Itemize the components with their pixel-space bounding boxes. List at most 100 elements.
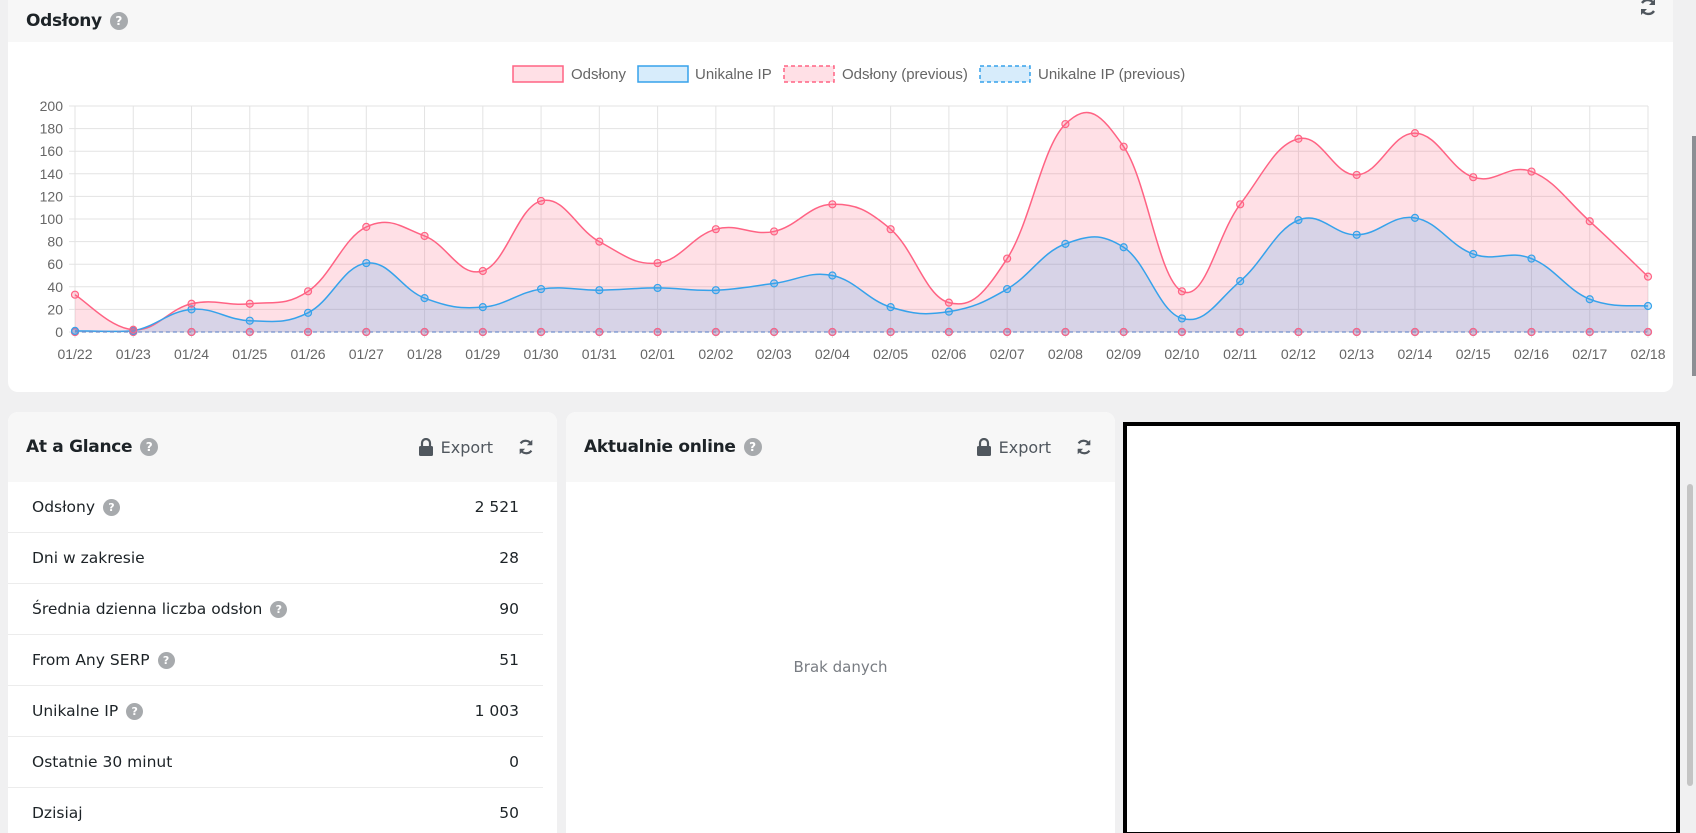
series-unique-ip-point[interactable]: [1527, 254, 1536, 263]
series-pageviews-point[interactable]: [1469, 173, 1478, 182]
series-pageviews-point[interactable]: [478, 266, 487, 276]
series-pageviews-point[interactable]: [770, 227, 779, 236]
legend-swatch[interactable]: [783, 65, 835, 83]
series-unique-ip-point[interactable]: [1410, 213, 1420, 222]
export-button[interactable]: Export: [418, 438, 493, 457]
series-unique-ip-point[interactable]: [1177, 314, 1187, 323]
series-unique-ip-point[interactable]: [362, 258, 371, 268]
glance-scrollbar[interactable]: [1687, 484, 1693, 786]
series-pageviews-point[interactable]: [129, 325, 138, 334]
help-icon[interactable]: ?: [140, 438, 159, 456]
series-unique-ip-point[interactable]: [770, 279, 779, 288]
series-unique-ip-point[interactable]: [1119, 243, 1128, 252]
series-pageviews-previous-point[interactable]: [770, 327, 779, 337]
series-unique-ip-point[interactable]: [1643, 301, 1653, 311]
series-pageviews-previous-point[interactable]: [303, 327, 313, 337]
export-button[interactable]: Export: [976, 438, 1051, 457]
series-pageviews-previous-point[interactable]: [1177, 327, 1187, 337]
series-unique-ip-point[interactable]: [1236, 277, 1245, 286]
series-pageviews-point[interactable]: [1294, 134, 1303, 143]
series-unique-ip-point[interactable]: [1061, 239, 1070, 248]
legend-label[interactable]: Odsłony (previous): [842, 66, 968, 83]
series-pageviews-previous-point[interactable]: [245, 327, 254, 337]
series-pageviews-point[interactable]: [711, 225, 720, 234]
legend-label[interactable]: Odsłony: [571, 66, 627, 83]
series-pageviews-previous-point[interactable]: [1585, 327, 1594, 337]
series-pageviews-previous-point[interactable]: [187, 327, 196, 337]
series-unique-ip-point[interactable]: [1469, 249, 1478, 259]
series-pageviews-point[interactable]: [362, 222, 371, 232]
series-pageviews-point[interactable]: [1119, 142, 1128, 151]
series-pageviews-point[interactable]: [536, 196, 546, 206]
series-pageviews-point[interactable]: [595, 237, 604, 246]
series-pageviews-point[interactable]: [420, 231, 429, 241]
series-unique-ip-point[interactable]: [420, 294, 429, 303]
page-scrollbar[interactable]: [1692, 136, 1696, 376]
series-pageviews-previous-point[interactable]: [1236, 327, 1245, 337]
series-pageviews-point[interactable]: [1061, 119, 1070, 129]
refresh-icon[interactable]: [1075, 438, 1093, 456]
refresh-icon[interactable]: [517, 438, 535, 456]
series-unique-ip-point[interactable]: [595, 286, 604, 295]
series-unique-ip-point[interactable]: [303, 308, 313, 317]
series-pageviews-point[interactable]: [1003, 254, 1012, 263]
series-pageviews-previous-point[interactable]: [886, 327, 895, 337]
series-pageviews-point[interactable]: [70, 290, 80, 299]
help-icon[interactable]: ?: [103, 498, 120, 516]
series-pageviews-point[interactable]: [1585, 217, 1594, 226]
series-pageviews-point[interactable]: [245, 299, 254, 308]
series-pageviews-previous-point[interactable]: [1352, 327, 1361, 337]
legend-swatch[interactable]: [979, 65, 1031, 83]
series-pageviews-previous-point[interactable]: [711, 327, 720, 337]
series-pageviews-previous-point[interactable]: [1119, 327, 1128, 337]
series-pageviews-point[interactable]: [1352, 170, 1361, 180]
series-pageviews-previous-point[interactable]: [944, 327, 953, 337]
series-pageviews-point[interactable]: [1643, 272, 1653, 281]
series-pageviews-previous-point[interactable]: [1294, 327, 1303, 337]
series-pageviews-previous-point[interactable]: [595, 327, 604, 337]
legend-label[interactable]: Unikalne IP (previous): [1038, 66, 1185, 83]
series-pageviews-point[interactable]: [653, 258, 662, 268]
series-unique-ip-point[interactable]: [536, 284, 546, 294]
legend-swatch[interactable]: [512, 65, 564, 83]
help-icon[interactable]: ?: [126, 702, 144, 720]
series-pageviews-previous-point[interactable]: [653, 327, 662, 337]
series-pageviews-point[interactable]: [886, 225, 895, 234]
series-pageviews-previous-point[interactable]: [1003, 327, 1012, 337]
series-pageviews-point[interactable]: [1177, 287, 1187, 296]
series-unique-ip-point[interactable]: [187, 305, 196, 314]
series-unique-ip-point[interactable]: [1003, 284, 1012, 294]
series-pageviews-previous-point[interactable]: [1469, 327, 1478, 337]
series-unique-ip-point[interactable]: [1585, 295, 1594, 304]
series-pageviews-point[interactable]: [1527, 167, 1536, 176]
help-icon[interactable]: ?: [743, 438, 762, 456]
series-pageviews-previous-point[interactable]: [828, 327, 837, 337]
series-pageviews-previous-point[interactable]: [536, 327, 546, 337]
series-unique-ip-point[interactable]: [1352, 230, 1361, 239]
help-icon[interactable]: ?: [157, 651, 175, 669]
series-pageviews-point[interactable]: [828, 200, 837, 209]
refresh-icon[interactable]: [1638, 0, 1658, 17]
series-unique-ip-point[interactable]: [886, 303, 895, 312]
series-unique-ip-point[interactable]: [944, 307, 953, 316]
series-pageviews-previous-point[interactable]: [1527, 327, 1536, 337]
series-unique-ip-point[interactable]: [245, 316, 254, 325]
series-unique-ip-point[interactable]: [70, 326, 80, 335]
series-pageviews-previous-point[interactable]: [1643, 327, 1653, 337]
series-pageviews-previous-point[interactable]: [362, 327, 371, 337]
series-pageviews-previous-point[interactable]: [420, 327, 429, 337]
series-pageviews-point[interactable]: [187, 299, 196, 308]
series-unique-ip-point[interactable]: [653, 283, 662, 293]
series-unique-ip-point[interactable]: [478, 303, 487, 312]
series-pageviews-previous-point[interactable]: [478, 327, 487, 337]
legend-label[interactable]: Unikalne IP: [695, 66, 772, 83]
help-icon[interactable]: ?: [270, 600, 288, 618]
series-pageviews-point[interactable]: [1410, 129, 1420, 138]
legend-swatch[interactable]: [637, 65, 689, 83]
series-pageviews-point[interactable]: [944, 298, 953, 307]
series-unique-ip-point[interactable]: [1294, 216, 1303, 225]
series-unique-ip-point[interactable]: [711, 286, 720, 295]
series-pageviews-point[interactable]: [303, 287, 313, 296]
series-pageviews-previous-point[interactable]: [1410, 327, 1420, 337]
series-unique-ip-point[interactable]: [828, 271, 837, 280]
